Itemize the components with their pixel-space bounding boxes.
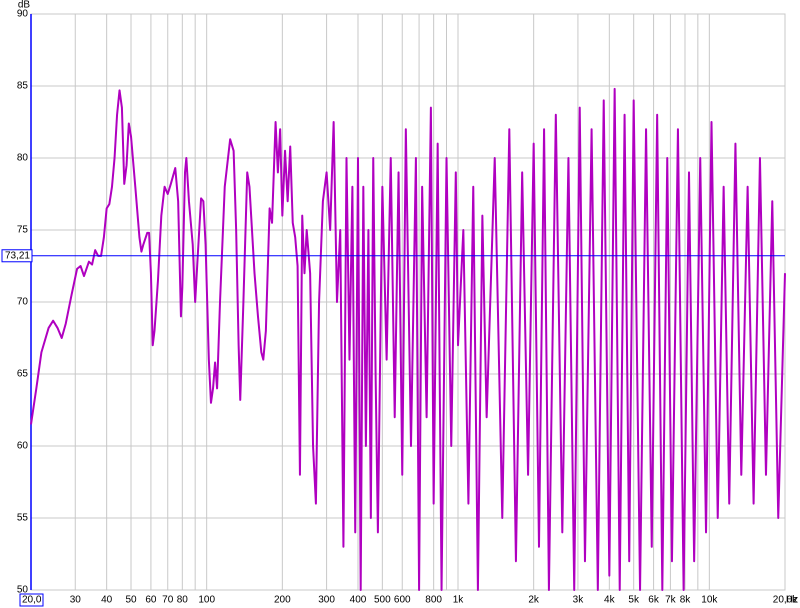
x-start-box — [19, 593, 44, 607]
x-tick-label: 50 — [125, 595, 137, 606]
x-tick-label: 7k — [665, 595, 677, 606]
x-tick-label: 20,0 — [22, 595, 42, 606]
x-unit: Hz — [786, 595, 798, 606]
y-tick-label: 85 — [17, 81, 29, 92]
y-tick-label: 55 — [17, 513, 29, 524]
x-tick-label: 20,0k — [773, 595, 798, 606]
y-tick-label: 75 — [17, 225, 29, 236]
cursor-label: 73,21 — [5, 250, 30, 261]
x-tick-label: 3k — [573, 595, 585, 606]
x-tick-label: 6k — [648, 595, 660, 606]
x-tick-label: 5k — [628, 595, 640, 606]
x-tick-label: 1k — [453, 595, 465, 606]
x-tick-label: 100 — [198, 595, 215, 606]
x-tick-label: 4k — [604, 595, 616, 606]
x-tick-label: 800 — [425, 595, 442, 606]
y-tick-label: 90 — [17, 9, 29, 20]
y-unit: dB — [18, 0, 31, 11]
x-tick-label: 70 — [162, 595, 174, 606]
y-tick-label: 65 — [17, 369, 29, 380]
x-tick-label: 2k — [528, 595, 540, 606]
x-tick-label: 200 — [274, 595, 291, 606]
x-tick-label: 8k — [680, 595, 692, 606]
x-tick-label: 500 — [374, 595, 391, 606]
response-line — [30, 87, 786, 591]
y-tick-label: 50 — [17, 585, 29, 596]
y-tick-label: 60 — [17, 441, 29, 452]
y-tick-label: 70 — [17, 297, 29, 308]
y-tick-label: 80 — [17, 153, 29, 164]
plot — [30, 87, 786, 591]
x-tick-label: 60 — [145, 595, 157, 606]
x-tick-label: 30 — [70, 595, 82, 606]
x-tick-label: 10k — [701, 595, 718, 606]
cursor-box — [1, 249, 33, 263]
x-tick-label: 40 — [101, 595, 113, 606]
x-tick-label: 400 — [350, 595, 367, 606]
x-tick-label: 300 — [318, 595, 335, 606]
x-tick-label: 600 — [394, 595, 411, 606]
x-tick-label: 80 — [177, 595, 189, 606]
